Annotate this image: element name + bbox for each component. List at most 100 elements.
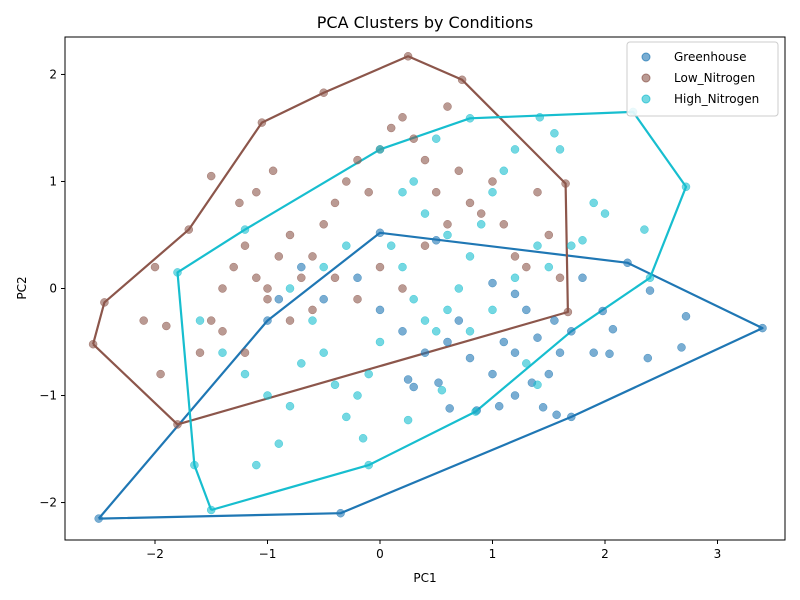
high-nitrogen-point (386, 241, 396, 250)
low-nitrogen-point (476, 209, 486, 218)
high-nitrogen-point (645, 273, 655, 283)
high-nitrogen-point (342, 412, 351, 422)
high-nitrogen-point (465, 252, 475, 261)
greenhouse-point (510, 348, 520, 357)
greenhouse-point (510, 289, 520, 299)
high-nitrogen-point (353, 391, 362, 400)
low-nitrogen-point (454, 166, 464, 176)
low-nitrogen-point (268, 166, 278, 176)
high-nitrogen-point (285, 401, 295, 411)
high-nitrogen-point (319, 262, 328, 272)
greenhouse-point (398, 327, 407, 336)
greenhouse-point (443, 337, 452, 347)
greenhouse-point (510, 391, 520, 400)
low-nitrogen-point (409, 134, 418, 143)
greenhouse-point (263, 316, 272, 325)
greenhouse-point (434, 378, 443, 387)
low-nitrogen-point (488, 177, 497, 186)
legend-box (626, 41, 779, 117)
low-nitrogen-point (308, 252, 317, 261)
high-nitrogen-point (218, 348, 227, 357)
high-nitrogen-point (398, 262, 407, 272)
y-axis-ticks: −2 −1 0 1 2 (39, 67, 65, 510)
low-nitrogen-point (563, 307, 573, 317)
greenhouse-point (555, 348, 565, 357)
greenhouse-point (431, 236, 441, 245)
low-nitrogen-point (386, 123, 396, 133)
high-nitrogen-point (308, 316, 317, 325)
high-nitrogen-point (589, 198, 598, 208)
high-nitrogen-point (173, 268, 182, 277)
high-nitrogen-point (420, 316, 430, 325)
high-nitrogen-point (443, 305, 452, 315)
high-nitrogen-legend-marker (641, 94, 651, 104)
greenhouse-point (488, 369, 497, 379)
high-nitrogen-legend-label: High_Nitrogen (674, 92, 759, 106)
y-tick-label: −1 (39, 389, 57, 403)
low-nitrogen-point (263, 284, 272, 293)
low-nitrogen-point (257, 118, 267, 127)
high-nitrogen-point (488, 305, 497, 315)
low-nitrogen-point (162, 321, 171, 331)
low-nitrogen-point (443, 102, 452, 111)
low-nitrogen-point (88, 339, 98, 349)
low-nitrogen-point (206, 171, 216, 181)
high-nitrogen-point (533, 380, 542, 390)
high-nitrogen-point (206, 505, 216, 515)
greenhouse-point (454, 316, 464, 325)
high-nitrogen-point (431, 134, 441, 143)
low-nitrogen-point (235, 198, 244, 208)
greenhouse-point (499, 337, 509, 347)
x-axis-ticks: −2 −1 0 1 2 3 (146, 540, 721, 561)
greenhouse-point (677, 343, 686, 352)
chart-title: PCA Clusters by Conditions (317, 13, 533, 32)
low-nitrogen-point (353, 155, 362, 165)
high-nitrogen-point (535, 113, 545, 122)
low-nitrogen-point (330, 273, 340, 283)
low-nitrogen-point (353, 294, 362, 304)
greenhouse-point (319, 294, 328, 304)
greenhouse-point (353, 273, 362, 283)
x-tick-label: −1 (259, 547, 277, 561)
low-nitrogen-point (218, 284, 227, 293)
high-nitrogen-point (285, 284, 295, 293)
low-nitrogen-point (431, 187, 441, 197)
high-nitrogen-point (240, 225, 250, 234)
high-nitrogen-point (499, 166, 509, 176)
high-nitrogen-point (471, 407, 480, 416)
y-tick-label: 1 (49, 174, 57, 188)
low-nitrogen-point (375, 262, 385, 272)
low-nitrogen-point (544, 230, 554, 240)
high-nitrogen-point (437, 385, 447, 395)
x-tick-label: 1 (489, 547, 497, 561)
greenhouse-point (488, 278, 497, 288)
low-nitrogen-point (150, 262, 160, 272)
low-nitrogen-point (173, 420, 182, 429)
greenhouse-point (643, 353, 653, 363)
low-nitrogen-point (510, 252, 520, 261)
high-nitrogen-point (342, 241, 351, 250)
greenhouse-point (445, 404, 454, 413)
greenhouse-point (544, 369, 554, 379)
low-nitrogen-point (533, 187, 542, 197)
greenhouse-point (375, 228, 385, 238)
greenhouse-point (94, 514, 103, 523)
low-nitrogen-point (229, 262, 238, 272)
x-tick-label: 2 (601, 547, 609, 561)
low-nitrogen-point (139, 316, 148, 325)
greenhouse-point (522, 305, 531, 315)
high-nitrogen-point (330, 380, 340, 390)
greenhouse-point (605, 349, 614, 359)
greenhouse-point (681, 312, 691, 321)
low-nitrogen-point (398, 284, 407, 293)
low-nitrogen-point (319, 220, 328, 229)
low-nitrogen-point (308, 305, 317, 315)
low-nitrogen-point (403, 52, 413, 61)
low-nitrogen-point (274, 252, 284, 261)
low-nitrogen-point (420, 155, 430, 165)
low-nitrogen-point (330, 198, 340, 208)
greenhouse-point (645, 286, 655, 295)
high-nitrogen-point (544, 262, 554, 272)
high-nitrogen-point (240, 369, 250, 379)
high-nitrogen-point (510, 273, 520, 283)
